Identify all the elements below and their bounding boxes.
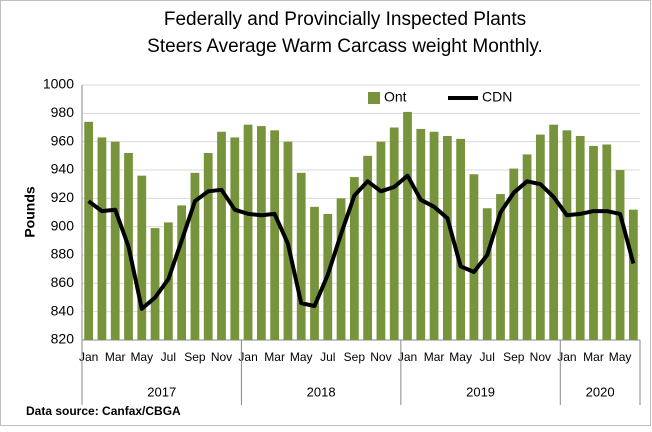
x-tick-label: Sep (503, 350, 525, 364)
bar (469, 174, 479, 340)
bar (522, 154, 532, 340)
bar (549, 124, 559, 341)
bar (97, 137, 107, 340)
bar (509, 168, 519, 340)
bar (456, 138, 466, 340)
x-tick-label: May (290, 350, 313, 364)
bar (535, 134, 545, 340)
y-tick-label: 900 (51, 217, 75, 233)
x-tick-label: Mar (264, 350, 285, 364)
y-axis-label: Pounds (22, 186, 38, 238)
x-tick-label: May (449, 350, 472, 364)
year-label: 2018 (307, 384, 336, 399)
chart-title: Federally and Provincially Inspected Pla… (164, 9, 526, 30)
legend-label: Ont (384, 89, 407, 105)
year-label: 2019 (466, 384, 495, 399)
x-tick-label: Jul (161, 350, 176, 364)
y-tick-label: 820 (51, 331, 75, 347)
year-label: 2020 (586, 384, 615, 399)
x-tick-label: Jan (557, 350, 576, 364)
bar (84, 121, 94, 340)
bar (177, 205, 187, 340)
x-tick-label: Mar (583, 350, 604, 364)
y-tick-label: 960 (51, 132, 75, 148)
bar (496, 194, 505, 340)
legend-label: CDN (482, 89, 512, 105)
y-tick-label: 920 (51, 189, 75, 205)
bar (403, 111, 412, 341)
bar (349, 177, 359, 340)
x-tick-label: May (609, 350, 632, 364)
bar (575, 136, 585, 340)
line (87, 173, 636, 311)
bar (137, 175, 147, 340)
bar (336, 198, 346, 340)
bar (217, 131, 226, 340)
bar (562, 130, 572, 340)
x-tick-label: Sep (184, 350, 206, 364)
x-tick-label: Jul (480, 350, 495, 364)
x-tick-label: Sep (344, 350, 366, 364)
x-tick-label: Mar (424, 350, 445, 364)
bar (442, 136, 452, 340)
x-tick-label: Jul (320, 350, 335, 364)
x-tick-label: Jan (398, 350, 417, 364)
bar (190, 172, 200, 340)
bar (589, 145, 598, 340)
bar (270, 130, 280, 340)
x-tick-label: Mar (105, 350, 126, 364)
bar (429, 131, 439, 340)
source-note: Data source: Canfax/CBGA (26, 404, 181, 418)
x-tick-label: Nov (211, 350, 232, 364)
y-tick-label: 1000 (43, 76, 74, 92)
bar (389, 127, 399, 340)
bar (256, 126, 266, 340)
x-tick-label: Nov (530, 350, 551, 364)
bar (416, 128, 426, 340)
x-tick-label: Jan (79, 350, 98, 364)
bar (203, 153, 213, 340)
bar (602, 144, 612, 340)
bar (296, 172, 306, 340)
bar (310, 206, 319, 340)
x-tick-label: Jan (238, 350, 257, 364)
legend-swatch (368, 92, 380, 104)
y-tick-label: 860 (51, 274, 75, 290)
y-tick-label: 880 (51, 246, 75, 262)
bar (363, 155, 373, 340)
bar (243, 124, 253, 341)
bar (110, 141, 120, 340)
year-label: 2017 (147, 384, 176, 399)
bar (150, 228, 160, 340)
bar (230, 137, 240, 340)
bar (628, 209, 638, 340)
y-tick-label: 840 (51, 302, 75, 318)
x-tick-label: May (130, 350, 153, 364)
chart-subtitle: Steers Average Warm Carcass weight Month… (147, 36, 543, 57)
x-tick-label: Nov (370, 350, 391, 364)
y-tick-label: 980 (51, 104, 75, 120)
bar (376, 141, 386, 340)
bar (482, 208, 492, 340)
bar (615, 170, 625, 340)
y-tick-label: 940 (51, 161, 75, 177)
